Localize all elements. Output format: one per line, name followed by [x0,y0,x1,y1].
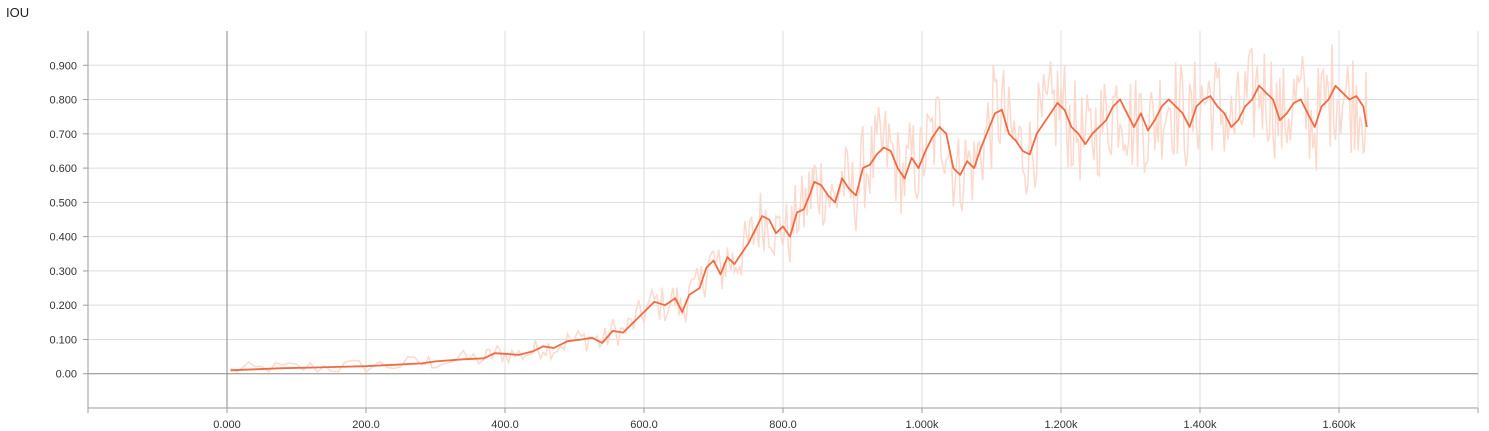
y-tick-labels: 0.00 0.100 0.200 0.300 0.400 0.500 0.600 0.700 0… [49,60,77,380]
raw-series-layer [230,44,1368,374]
raw-series-line [230,44,1368,374]
y-tick-label: 0.400 [49,232,77,244]
y-tick-label: 0.200 [49,300,77,312]
smoothed-series-layer [230,84,1368,372]
y-tick-label: 0.100 [49,334,77,346]
x-tick-label: 400.0 [491,419,519,431]
x-tick-label: 200.0 [352,419,380,431]
x-tick-labels: 0.000 200.0 400.0 600.0 800.0 1.000k 1.200k 1.4… [213,419,1356,431]
chart-title: IOU [6,5,30,20]
y-tick-label: 0.500 [49,197,77,209]
y-tick-label: 0.800 [49,95,77,107]
x-tick-label: 1.600k [1322,419,1356,431]
x-tick-label: 0.000 [213,419,241,431]
x-tick-label: 800.0 [769,419,797,431]
y-tick-label: 0.600 [49,163,77,175]
y-tick-label: 0.300 [49,266,77,278]
y-tick-label: 0.900 [49,60,77,72]
series-line [230,84,1368,372]
x-tick-label: 600.0 [630,419,658,431]
x-tick-label: 1.400k [1183,419,1217,431]
axes [83,31,1479,413]
x-tick-label: 1.000k [905,419,939,431]
y-tick-label: 0.00 [56,369,77,381]
x-gridlines [365,31,1479,408]
x-tick-label: 1.200k [1044,419,1078,431]
y-tick-label: 0.700 [49,129,77,141]
